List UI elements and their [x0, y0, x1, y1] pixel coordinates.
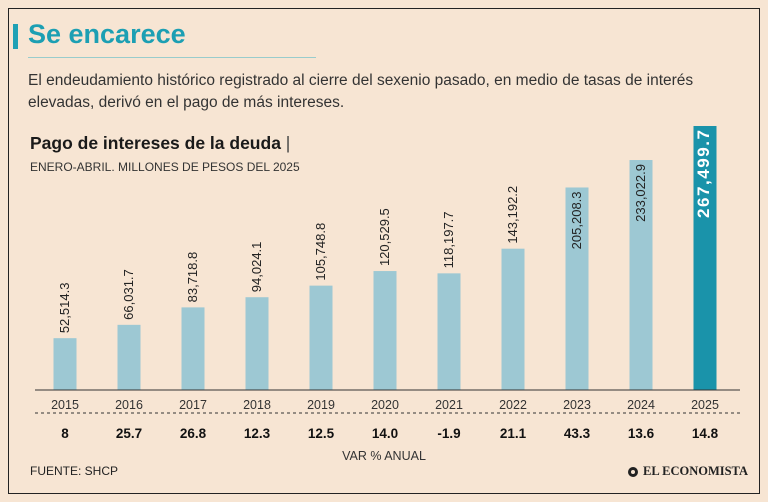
- source-note: FUENTE: SHCP: [30, 464, 119, 478]
- value-label: 105,748.8: [313, 223, 328, 281]
- bar: [501, 248, 525, 390]
- chart-subtitle: ENERO-ABRIL. MILLONES DE PESOS DEL 2025: [30, 160, 300, 174]
- x-tick-label: 2024: [627, 398, 655, 412]
- bar: [245, 297, 269, 390]
- value-label: 205,208.3: [569, 191, 584, 249]
- variation-value: 25.7: [116, 426, 142, 441]
- chart-title-separator: |: [285, 133, 291, 153]
- value-label: 83,718.8: [185, 252, 200, 303]
- variation-value: 43.3: [564, 426, 591, 441]
- variation-value: 12.5: [308, 426, 335, 441]
- variation-value: -1.9: [437, 426, 460, 441]
- variation-value: 21.1: [500, 426, 527, 441]
- chart-title: Pago de intereses de la deuda |: [30, 133, 290, 154]
- brand-name: EL ECONOMISTA: [643, 464, 748, 478]
- headline-rule: [28, 57, 316, 58]
- value-label: 120,529.5: [377, 208, 392, 266]
- value-label: 267,499.7: [694, 130, 713, 218]
- variation-value: 13.6: [628, 426, 655, 441]
- headline: Se encarece: [28, 19, 186, 49]
- chart-title-text: Pago de intereses de la deuda: [30, 133, 281, 153]
- x-tick-label: 2018: [243, 398, 271, 412]
- x-tick-label: 2015: [51, 398, 79, 412]
- bar: [437, 273, 461, 390]
- variation-value: 26.8: [180, 426, 207, 441]
- bar: [181, 307, 205, 390]
- x-tick-label: 2021: [435, 398, 463, 412]
- bar: [629, 160, 653, 390]
- bar: [117, 324, 141, 390]
- x-tick-label: 2022: [499, 398, 527, 412]
- variation-row-label: VAR % ANUAL: [342, 449, 426, 463]
- x-tick-label: 2017: [179, 398, 207, 412]
- x-tick-label: 2023: [563, 398, 591, 412]
- value-label: 233,022.9: [633, 164, 648, 222]
- value-label: 143,192.2: [505, 186, 520, 244]
- bar: [309, 285, 333, 390]
- value-label: 118,197.7: [441, 211, 456, 268]
- bar: [53, 338, 77, 390]
- bar: [373, 271, 397, 390]
- variation-value: 14.0: [372, 426, 398, 441]
- variation-value: 12.3: [244, 426, 271, 441]
- value-label: 52,514.3: [57, 283, 72, 334]
- bar: [565, 187, 589, 390]
- x-tick-label: 2016: [115, 398, 143, 412]
- headline-accent-bar: [13, 24, 18, 49]
- x-tick-label: 2020: [371, 398, 399, 412]
- bar: [693, 126, 717, 390]
- el-economista-logo-icon: [628, 466, 638, 477]
- brand: EL ECONOMISTA: [628, 464, 748, 479]
- variation-value: 14.8: [692, 426, 719, 441]
- x-tick-label: 2025: [691, 398, 719, 412]
- value-label: 66,031.7: [121, 269, 136, 320]
- subtitle: El endeudamiento histórico registrado al…: [28, 72, 694, 111]
- value-label: 94,024.1: [249, 242, 264, 293]
- x-tick-label: 2019: [307, 398, 335, 412]
- variation-value: 8: [61, 426, 69, 441]
